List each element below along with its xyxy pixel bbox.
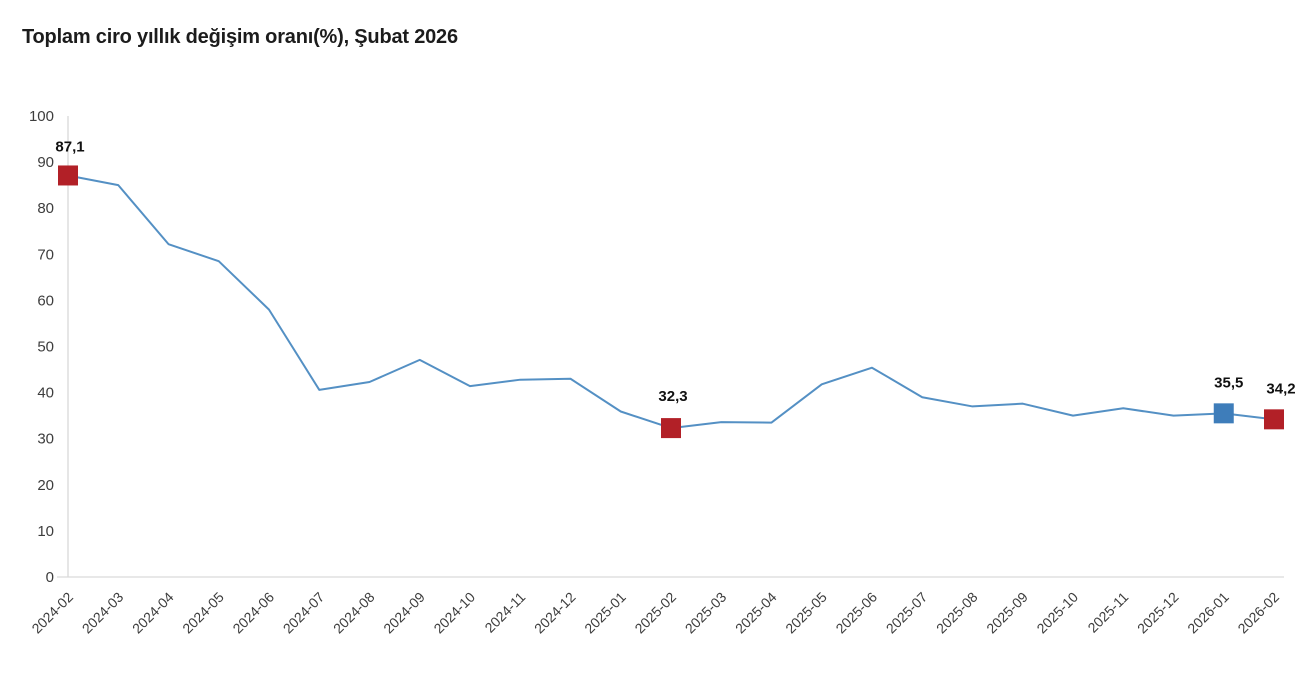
x-tick-label: 2024-10 [430,589,478,637]
y-tick-label: 70 [37,246,54,263]
y-tick-label: 80 [37,200,54,217]
x-tick-label: 2025-09 [983,589,1031,637]
x-tick-label: 2024-11 [481,589,528,636]
x-tick-label: 2026-02 [1234,589,1282,637]
x-tick-label: 2024-12 [531,589,579,637]
x-tick-label: 2024-09 [380,589,428,637]
x-tick-label: 2025-05 [782,589,830,637]
x-tick-label: 2024-03 [79,589,127,637]
x-tick-label: 2025-08 [933,589,981,637]
y-tick-label: 50 [37,339,54,356]
x-tick-label: 2024-06 [229,589,277,637]
y-tick-label: 60 [37,292,54,309]
y-tick-label: 10 [37,523,54,540]
x-tick-label: 2024-04 [129,589,177,637]
x-tick-label: 2025-02 [631,589,679,637]
y-tick-label: 20 [37,477,54,494]
x-tick-label: 2025-12 [1134,589,1182,637]
x-tick-label: 2024-05 [179,589,227,637]
y-tick-label: 100 [29,108,54,125]
x-tick-label: 2024-02 [28,589,76,637]
chart-title: Toplam ciro yıllık değişim oranı(%), Şub… [22,26,458,48]
data-point-label: 34,2 [1266,380,1295,397]
x-tick-label: 2025-04 [732,589,780,637]
x-tick-label: 2026-01 [1184,589,1232,637]
x-tick-label: 2024-07 [280,589,328,637]
y-tick-label: 40 [37,385,54,402]
data-point-label: 35,5 [1214,374,1243,391]
x-tick-label: 2025-06 [832,589,880,637]
x-tick-label: 2025-03 [682,589,730,637]
y-tick-label: 0 [46,569,54,586]
x-tick-label: 2025-07 [883,589,931,637]
x-tick-label: 2025-11 [1084,589,1131,636]
x-tick-label: 2024-08 [330,589,378,637]
data-point-marker-2026-01 [1213,403,1234,424]
data-point-label: 32,3 [658,388,687,405]
x-tick-label: 2025-10 [1033,589,1081,637]
data-point-label: 87,1 [55,138,84,155]
x-tick-label: 2025-01 [581,589,629,637]
data-point-marker-2026-02 [1264,409,1284,430]
data-point-marker-2024-02 [58,165,78,186]
y-tick-label: 90 [37,154,54,171]
data-point-marker-2025-02 [661,418,681,439]
y-tick-label: 30 [37,431,54,448]
